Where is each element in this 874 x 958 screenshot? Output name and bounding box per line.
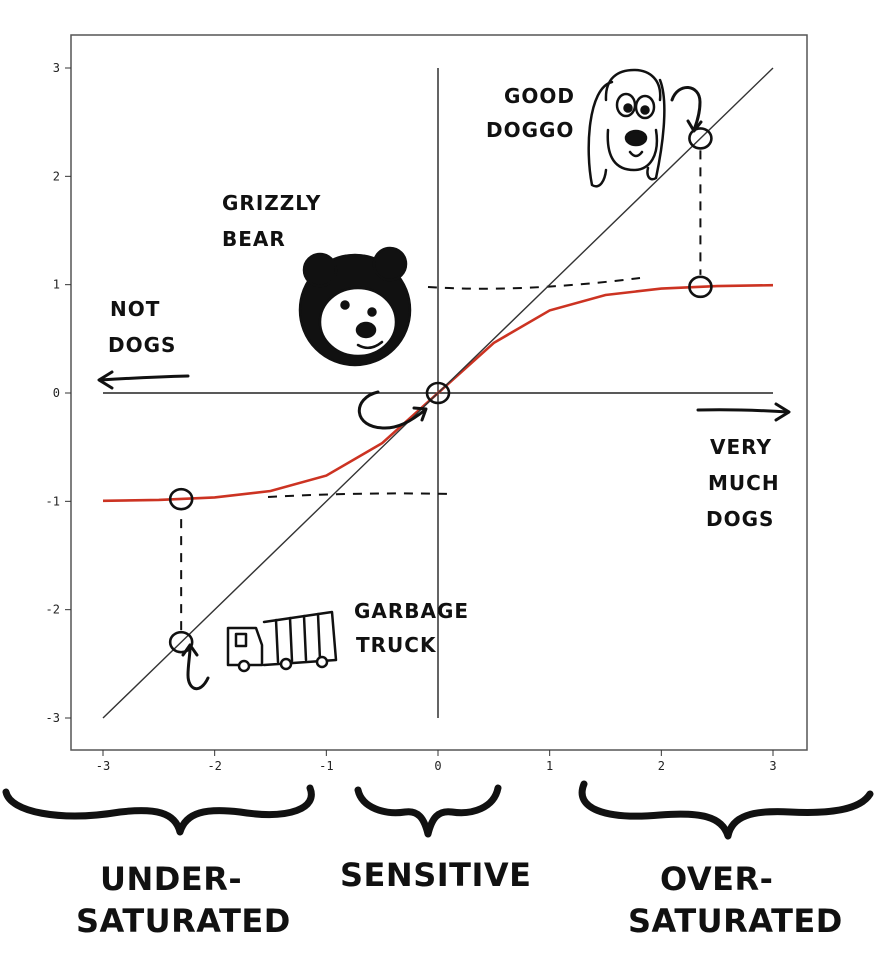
truck-arrow	[181, 643, 210, 690]
y-tick-label: -3	[46, 711, 60, 725]
x-tick-label: 1	[546, 759, 553, 773]
garbage-truck-icon	[226, 610, 338, 673]
over-label-1: OVER-	[660, 860, 773, 898]
highlight-circles	[168, 127, 713, 654]
not-dogs-label-1: NOT	[110, 297, 160, 321]
y-tick-label: -1	[46, 494, 60, 508]
highlight-circle	[168, 487, 194, 511]
highlight-circle	[168, 630, 194, 654]
over-label-2: SATURATED	[628, 902, 843, 940]
garbage-truck-label-1: GARBAGE	[354, 599, 469, 623]
x-tick-label: 3	[769, 759, 776, 773]
grizzly-bear-icon	[298, 246, 412, 367]
good-doggo-icon	[587, 68, 666, 188]
y-tick-label: 1	[53, 278, 60, 292]
sensitive-brace	[354, 784, 502, 838]
bear-arrow	[357, 390, 428, 430]
highlight-circle	[688, 275, 713, 299]
x-tick-label: 2	[658, 759, 665, 773]
grizzly-bear-label-2: BEAR	[222, 227, 286, 251]
very-much-dogs-label-3: DOGS	[706, 507, 774, 531]
very-much-dogs-label-2: MUCH	[708, 471, 780, 495]
sensitive-label: SENSITIVE	[340, 856, 532, 894]
not-dogs-label-2: DOGS	[108, 333, 176, 357]
good-doggo-label-1: GOOD	[504, 84, 575, 108]
axis-ticks: -3 -2 -1 0 1 2 3 -3 -2 -1 0 1 2 3	[46, 61, 777, 773]
guide-dashes	[180, 150, 702, 631]
doggo-arrow	[670, 86, 703, 133]
identity-line	[102, 67, 774, 719]
y-tick-label: 0	[53, 386, 60, 400]
very-much-dogs-arrow	[696, 402, 791, 422]
under-saturated-brace	[2, 784, 315, 836]
x-tick-label: -3	[96, 759, 110, 773]
under-label-1: UNDER-	[100, 860, 242, 898]
y-tick-label: -2	[46, 603, 60, 617]
grizzly-bear-label-1: GRIZZLY	[222, 191, 321, 215]
very-much-dogs-label-1: VERY	[710, 435, 772, 459]
y-tick-label: 2	[53, 169, 60, 183]
highlight-circle	[425, 381, 451, 405]
bottom-level-dash	[267, 492, 453, 498]
x-tick-label: -2	[207, 759, 221, 773]
over-saturated-brace	[578, 780, 874, 840]
good-doggo-label-2: DOGGO	[486, 118, 574, 142]
x-tick-label: -1	[319, 759, 333, 773]
series-group	[102, 67, 774, 719]
under-label-2: SATURATED	[76, 902, 291, 940]
garbage-truck-label-2: TRUCK	[356, 633, 437, 657]
highlight-circle	[688, 127, 713, 150]
x-tick-label: 0	[434, 759, 441, 773]
y-tick-label: 3	[53, 61, 60, 75]
not-dogs-arrow	[97, 370, 190, 390]
top-level-dash	[427, 277, 641, 290]
